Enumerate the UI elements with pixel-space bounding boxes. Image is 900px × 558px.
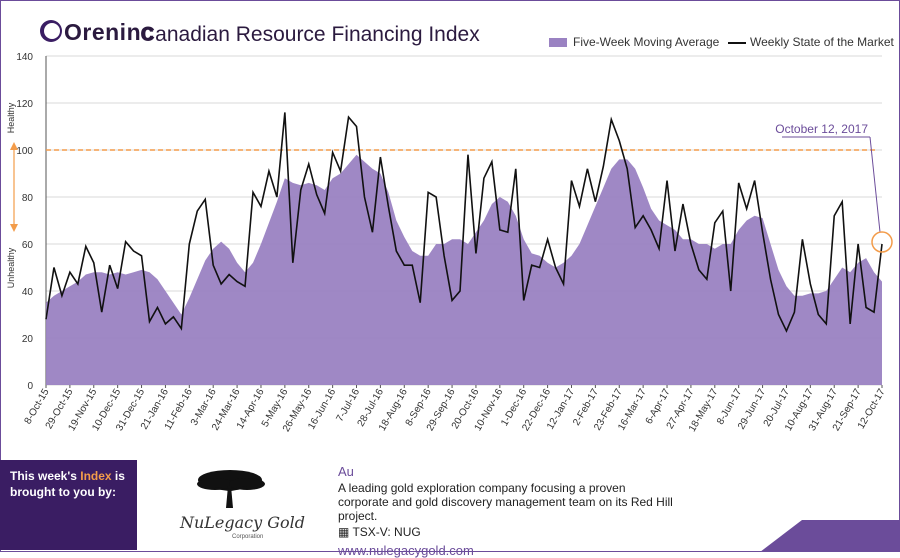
chart-header: Oreninc Canadian Resource Financing Inde… — [0, 0, 900, 54]
company-name: NuLegacy Gold — [180, 513, 306, 532]
y-tick-label: 80 — [22, 193, 34, 204]
legend-weekly-label: Weekly State of the Market — [750, 35, 894, 49]
oreninc-logo-icon — [40, 20, 62, 42]
sponsor-highlight: Index — [80, 469, 112, 483]
company-corp: Corporation — [232, 534, 264, 540]
callout-circle — [871, 231, 893, 253]
arrow-up-icon — [10, 142, 18, 150]
sponsor-prefix: This week's — [10, 469, 77, 483]
y-tick-label: 100 — [16, 146, 33, 157]
legend-avg-label: Five-Week Moving Average — [573, 35, 720, 49]
element-symbol: Au — [338, 464, 354, 479]
legend-weekly: Weekly State of the Market — [728, 35, 894, 49]
legend-avg: Five-Week Moving Average — [549, 35, 719, 49]
callout-leader — [869, 136, 881, 233]
y-tick-label: 40 — [22, 287, 34, 298]
chart-title: Canadian Resource Financing Index — [140, 23, 480, 46]
line-swatch-icon — [728, 41, 746, 44]
arrow-down-icon — [10, 224, 18, 232]
tree-logo-icon — [197, 470, 265, 508]
brand-name: Oreninc — [64, 19, 155, 45]
y-tick-label: 140 — [16, 52, 33, 63]
y-tick-label: 0 — [27, 381, 33, 392]
ticker: ▦ TSX-V: NUG — [338, 525, 678, 539]
callout-label: October 12, 2017 — [775, 122, 868, 136]
company-url[interactable]: www.nulegacygold.com — [338, 543, 474, 558]
moving-average-area — [46, 154, 882, 385]
ticker-label: TSX-V: NUG — [352, 525, 421, 539]
sponsor-suffix: is brought to you by: — [10, 469, 125, 499]
sponsor-info: Au A leading gold exploration company fo… — [338, 464, 678, 558]
healthy-label: Healthy — [6, 102, 16, 133]
y-tick-label: 20 — [22, 334, 34, 345]
y-tick-label: 60 — [22, 240, 34, 251]
weekly-line — [45, 112, 883, 333]
chart-icon: ▦ — [338, 525, 350, 539]
area-swatch-icon — [549, 38, 567, 48]
sponsor-box: This week's Index is brought to you by: — [0, 460, 137, 550]
y-tick-label: 120 — [16, 99, 33, 110]
company-description: A leading gold exploration company focus… — [338, 481, 673, 523]
sponsor-text: This week's Index is brought to you by: — [10, 468, 135, 500]
unhealthy-label: Unhealthy — [6, 247, 16, 288]
